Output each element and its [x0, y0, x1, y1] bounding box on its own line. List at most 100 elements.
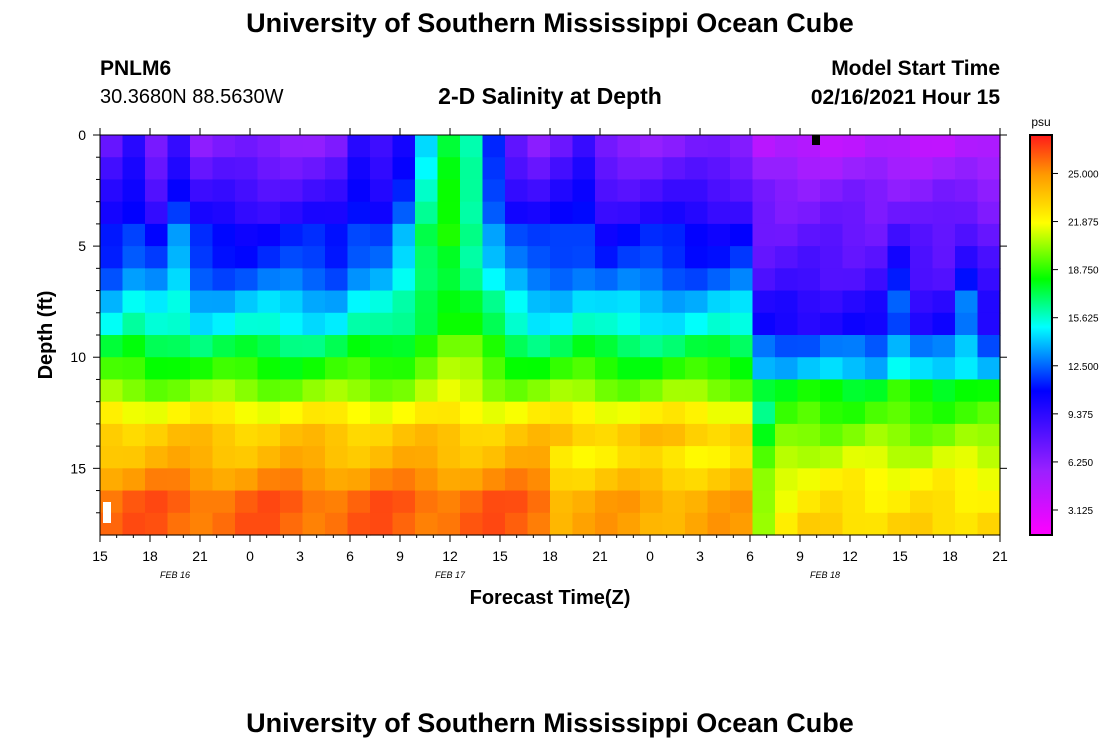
- heatmap-cell: [820, 512, 844, 536]
- heatmap-cell: [482, 446, 506, 469]
- heatmap-cell: [550, 268, 574, 292]
- heatmap-cell: [865, 223, 889, 247]
- heatmap-cell: [415, 512, 439, 536]
- heatmap-cell: [550, 512, 574, 536]
- model-start-value: 02/16/2021 Hour 15: [810, 86, 1000, 109]
- heatmap-cell: [977, 223, 1001, 247]
- heatmap-cell: [122, 446, 146, 469]
- heatmap-cell: [797, 468, 821, 492]
- heatmap-cell: [257, 490, 281, 514]
- heatmap-cell: [100, 290, 124, 314]
- heatmap-cell: [775, 157, 799, 181]
- heatmap-cell: [955, 201, 979, 225]
- heatmap-cell: [752, 490, 776, 514]
- x-tick-label: 18: [942, 548, 958, 564]
- heatmap-cell: [280, 446, 304, 469]
- heatmap-cell: [775, 335, 799, 358]
- heatmap-cell: [820, 335, 844, 358]
- heatmap-cell: [595, 268, 619, 292]
- heatmap-cell: [460, 335, 484, 358]
- heatmap-cell: [460, 379, 484, 403]
- heatmap-cell: [280, 290, 304, 314]
- heatmap-cell: [617, 157, 641, 181]
- heatmap-cell: [460, 223, 484, 247]
- heatmap-cell: [527, 512, 551, 536]
- heatmap-cell: [662, 157, 686, 181]
- heatmap-cell: [482, 201, 506, 225]
- heatmap-cell: [325, 446, 349, 469]
- heatmap-cell: [820, 446, 844, 469]
- heatmap-cell: [370, 268, 394, 292]
- heatmap-cell: [685, 135, 709, 158]
- heatmap-cell: [392, 290, 416, 314]
- heatmap-cell: [505, 290, 529, 314]
- heatmap-cell: [865, 423, 889, 447]
- heatmap-cell: [572, 401, 596, 425]
- heatmap-cell: [257, 446, 281, 469]
- heatmap-cell: [617, 423, 641, 447]
- heatmap-cell: [595, 201, 619, 225]
- heatmap-cell: [730, 290, 754, 314]
- heatmap-cell: [775, 201, 799, 225]
- heatmap-cell: [460, 446, 484, 469]
- x-tick-label: 6: [346, 548, 354, 564]
- heatmap-cell: [392, 179, 416, 203]
- heatmap-cell: [302, 179, 326, 203]
- heatmap-cell: [842, 490, 866, 514]
- heatmap-cell: [797, 423, 821, 447]
- x-tick-label: 15: [92, 548, 108, 564]
- heatmap-cell: [662, 423, 686, 447]
- heatmap-cell: [347, 157, 371, 181]
- heatmap-cell: [100, 446, 124, 469]
- heatmap-cell: [842, 379, 866, 403]
- heatmap-cell: [550, 335, 574, 358]
- colorbar-tick-label: 3.125: [1068, 506, 1093, 517]
- heatmap-cell: [212, 135, 236, 158]
- heatmap-cell: [370, 379, 394, 403]
- heatmap-cell: [595, 312, 619, 336]
- heatmap-cell: [910, 379, 934, 403]
- heatmap-cell: [955, 446, 979, 469]
- heatmap-cell: [190, 423, 214, 447]
- heatmap-cell: [775, 379, 799, 403]
- heatmap-cell: [955, 512, 979, 536]
- heatmap-cell: [482, 268, 506, 292]
- heatmap-cell: [932, 312, 956, 336]
- heatmap-cell: [865, 157, 889, 181]
- heatmap-cell: [865, 312, 889, 336]
- heatmap-cell: [707, 446, 731, 469]
- heatmap-cell: [167, 468, 191, 492]
- heatmap-cell: [392, 490, 416, 514]
- heatmap-cell: [617, 512, 641, 536]
- heatmap-cell: [257, 157, 281, 181]
- heatmap-cell: [167, 357, 191, 381]
- heatmap-cell: [122, 179, 146, 203]
- heatmap-cell: [977, 335, 1001, 358]
- heatmap-cell: [617, 179, 641, 203]
- heatmap-cell: [752, 335, 776, 358]
- heatmap-cell: [235, 512, 259, 536]
- heatmap-cell: [100, 135, 124, 158]
- heatmap-cell: [797, 179, 821, 203]
- heatmap-cell: [122, 268, 146, 292]
- x-tick-label: 15: [492, 548, 508, 564]
- heatmap-cell: [842, 246, 866, 269]
- heatmap-cell: [482, 401, 506, 425]
- heatmap-cell: [145, 312, 169, 336]
- heatmap-cell: [842, 446, 866, 469]
- heatmap-cell: [280, 223, 304, 247]
- heatmap-cell: [505, 312, 529, 336]
- colorbar-tick-label: 18.750: [1068, 266, 1099, 277]
- heatmap-cell: [347, 135, 371, 158]
- heatmap-cell: [280, 401, 304, 425]
- heatmap-cell: [302, 512, 326, 536]
- colorbar-tick-label: 21.875: [1068, 218, 1099, 229]
- heatmap-cell: [100, 246, 124, 269]
- heatmap-cell: [212, 468, 236, 492]
- heatmap-cell: [100, 423, 124, 447]
- heatmap-cell: [955, 312, 979, 336]
- heatmap-cell: [617, 446, 641, 469]
- heatmap-cell: [662, 312, 686, 336]
- heatmap-cell: [707, 335, 731, 358]
- x-tick-label: 0: [646, 548, 654, 564]
